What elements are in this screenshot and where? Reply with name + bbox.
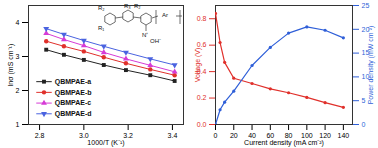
svg-text:QBMPAE-b: QBMPAE-b <box>55 89 92 97</box>
svg-text:3.0: 3.0 <box>79 132 89 140</box>
svg-text:5: 5 <box>362 97 366 104</box>
svg-text:0: 0 <box>362 121 366 128</box>
svg-text:R₁: R₁ <box>98 25 104 31</box>
svg-text:Current density (mA cm⁻²): Current density (mA cm⁻²) <box>244 139 324 147</box>
svg-text:140: 140 <box>338 132 350 139</box>
svg-text:20: 20 <box>230 132 238 139</box>
svg-text:0.0: 0.0 <box>197 121 207 128</box>
svg-text:Power density (mW cm⁻²): Power density (mW cm⁻²) <box>367 26 375 105</box>
svg-text:120: 120 <box>319 132 331 140</box>
svg-text:15: 15 <box>361 49 370 57</box>
svg-text:2: 2 <box>16 87 20 94</box>
svg-text:4: 4 <box>16 19 20 26</box>
svg-text:R₂: R₂ <box>134 4 141 9</box>
svg-text:OH⁻: OH⁻ <box>150 38 161 44</box>
svg-text:0.8: 0.8 <box>197 15 207 22</box>
svg-text:80: 80 <box>284 132 293 140</box>
svg-text:3.4: 3.4 <box>168 132 178 139</box>
svg-text:QBMPAE-a: QBMPAE-a <box>55 78 92 86</box>
svg-text:40: 40 <box>248 132 256 140</box>
svg-text:100: 100 <box>301 132 313 140</box>
svg-text:10: 10 <box>361 73 370 81</box>
svg-text:lnσ (mS cm⁻¹): lnσ (mS cm⁻¹) <box>7 44 15 86</box>
svg-text:R₃: R₃ <box>124 4 131 9</box>
svg-text:R₂: R₂ <box>98 5 105 11</box>
svg-text:1: 1 <box>16 121 20 128</box>
svg-text:Voltage (V): Voltage (V) <box>194 48 202 83</box>
svg-text:Ar: Ar <box>162 12 168 18</box>
svg-text:3.2: 3.2 <box>123 132 133 139</box>
svg-text:QBMPAE-d: QBMPAE-d <box>55 110 92 118</box>
svg-text:0: 0 <box>214 132 218 139</box>
svg-text:0.4: 0.4 <box>196 67 207 75</box>
svg-text:60: 60 <box>266 132 275 140</box>
svg-text:QBMPAE-c: QBMPAE-c <box>55 99 92 107</box>
svg-text:1000/T (K⁻¹): 1000/T (K⁻¹) <box>87 139 124 147</box>
svg-text:0.6: 0.6 <box>197 41 207 48</box>
svg-text:20: 20 <box>361 25 370 33</box>
svg-text:25: 25 <box>362 2 370 9</box>
svg-text:2.8: 2.8 <box>35 132 45 139</box>
svg-text:N⁺: N⁺ <box>142 32 148 38</box>
svg-text:0.2: 0.2 <box>197 94 207 101</box>
svg-text:3: 3 <box>16 53 20 60</box>
